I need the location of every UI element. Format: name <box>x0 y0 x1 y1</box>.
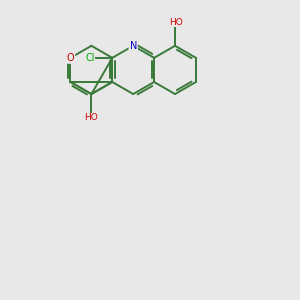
Text: Cl: Cl <box>85 53 94 63</box>
Text: HO: HO <box>169 18 183 27</box>
Text: HO: HO <box>85 113 98 122</box>
Text: O: O <box>67 53 74 63</box>
Text: N: N <box>130 41 137 51</box>
